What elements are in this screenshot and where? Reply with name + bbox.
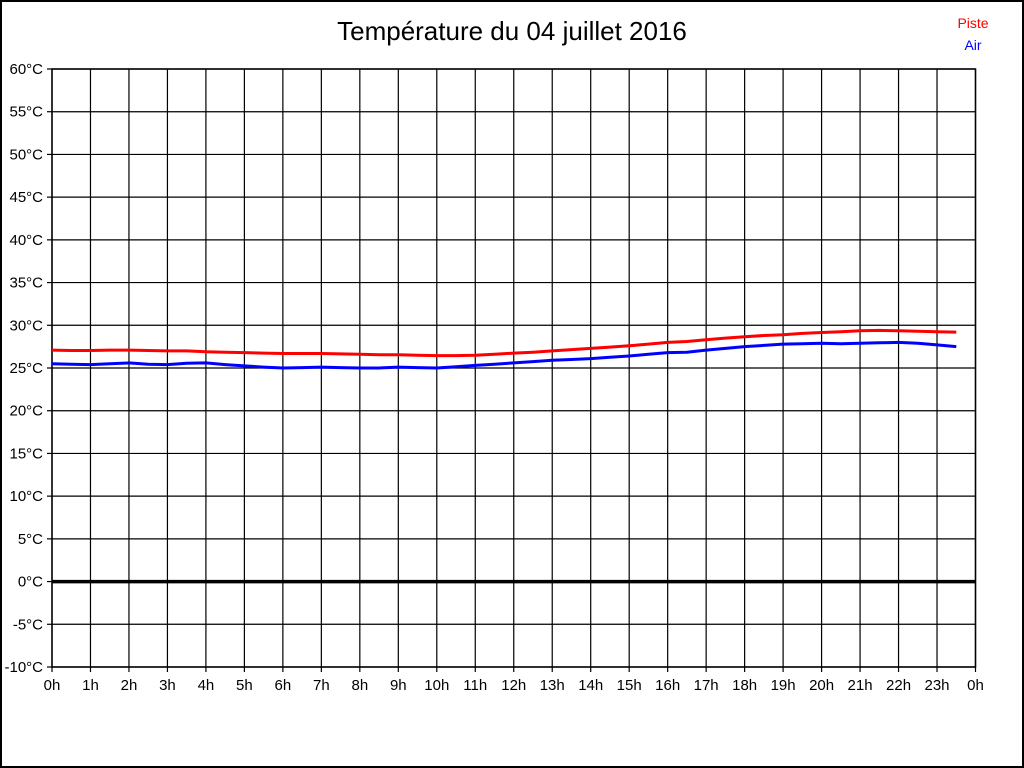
x-tick-label: 12h (501, 677, 526, 694)
x-tick-label: 23h (925, 677, 950, 694)
x-tick-label: 8h (351, 677, 368, 694)
y-tick-label: 60°C (9, 61, 43, 78)
x-tick-label: 5h (236, 677, 253, 694)
x-tick-label: 11h (463, 677, 487, 694)
x-tick-label: 13h (540, 677, 565, 694)
x-tick-label: 7h (313, 677, 330, 694)
series-piste-line (51, 328, 957, 358)
x-tick-label: 19h (771, 677, 796, 694)
x-tick-label: 16h (655, 677, 680, 694)
plot-border (51, 68, 977, 668)
y-tick-label: 25°C (9, 360, 43, 377)
x-tick-label: 6h (275, 677, 292, 694)
x-tick-label: 3h (159, 677, 176, 694)
x-tick-label: 1h (82, 677, 99, 694)
series-air-line (51, 340, 957, 370)
x-tick-label: 14h (578, 677, 603, 694)
x-tick-label: 20h (809, 677, 834, 694)
y-tick-label: 5°C (18, 531, 43, 548)
y-tick-label: 50°C (9, 146, 43, 163)
y-tick-label: 10°C (9, 488, 43, 505)
y-tick-label: 45°C (9, 189, 43, 206)
x-tick-label: 18h (732, 677, 757, 694)
y-tick-label: 55°C (9, 104, 43, 121)
x-tick-label: 22h (886, 677, 911, 694)
y-tick-label: 0°C (18, 574, 43, 591)
y-tick-label: 35°C (9, 275, 43, 292)
y-tick-label: 15°C (9, 445, 43, 462)
x-tick-label: 9h (390, 677, 407, 694)
y-tick-label: -10°C (4, 659, 43, 676)
x-tick-label: 2h (121, 677, 138, 694)
x-tick-label: 0h (967, 677, 984, 694)
legend-item-piste: Piste (957, 15, 989, 31)
x-tick-label: 4h (198, 677, 215, 694)
x-tick-label: 21h (848, 677, 873, 694)
x-tick-label: 0h (44, 677, 61, 694)
legend-item-air: Air (964, 37, 982, 53)
x-tick-label: 15h (617, 677, 642, 694)
legend: Piste Air (938, 12, 1008, 56)
x-tick-label: 17h (694, 677, 719, 694)
y-tick-label: 20°C (9, 403, 43, 420)
y-tick-label: 40°C (9, 232, 43, 249)
y-tick-label: -5°C (13, 616, 43, 633)
y-tick-label: 30°C (9, 317, 43, 334)
x-tick-label: 10h (424, 677, 449, 694)
chart-title: Température du 04 juillet 2016 (337, 16, 687, 46)
